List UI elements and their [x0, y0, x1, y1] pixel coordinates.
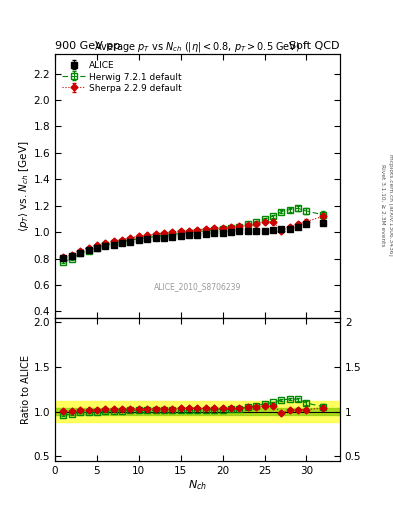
Y-axis label: Ratio to ALICE: Ratio to ALICE [21, 355, 31, 424]
Text: mcplots.cern.ch [arXiv:1306.3436]: mcplots.cern.ch [arXiv:1306.3436] [388, 154, 393, 255]
Bar [55, 401, 340, 422]
Text: ALICE_2010_S8706239: ALICE_2010_S8706239 [154, 282, 241, 291]
Text: 900 GeV pp: 900 GeV pp [55, 41, 120, 51]
Text: Soft QCD: Soft QCD [290, 41, 340, 51]
Bar [55, 408, 340, 415]
Legend: ALICE, Herwig 7.2.1 default, Sherpa 2.2.9 default: ALICE, Herwig 7.2.1 default, Sherpa 2.2.… [59, 58, 185, 96]
Text: Rivet 3.1.10, ≥ 2.3M events: Rivet 3.1.10, ≥ 2.3M events [381, 163, 386, 246]
Y-axis label: $\langle p_T \rangle$ vs. $N_{ch}$ [GeV]: $\langle p_T \rangle$ vs. $N_{ch}$ [GeV] [17, 140, 31, 231]
X-axis label: $N_{ch}$: $N_{ch}$ [188, 478, 207, 492]
Title: Average $p_T$ vs $N_{ch}$ ($|\eta| < 0.8$, $p_T > 0.5$ GeV): Average $p_T$ vs $N_{ch}$ ($|\eta| < 0.8… [94, 40, 301, 54]
